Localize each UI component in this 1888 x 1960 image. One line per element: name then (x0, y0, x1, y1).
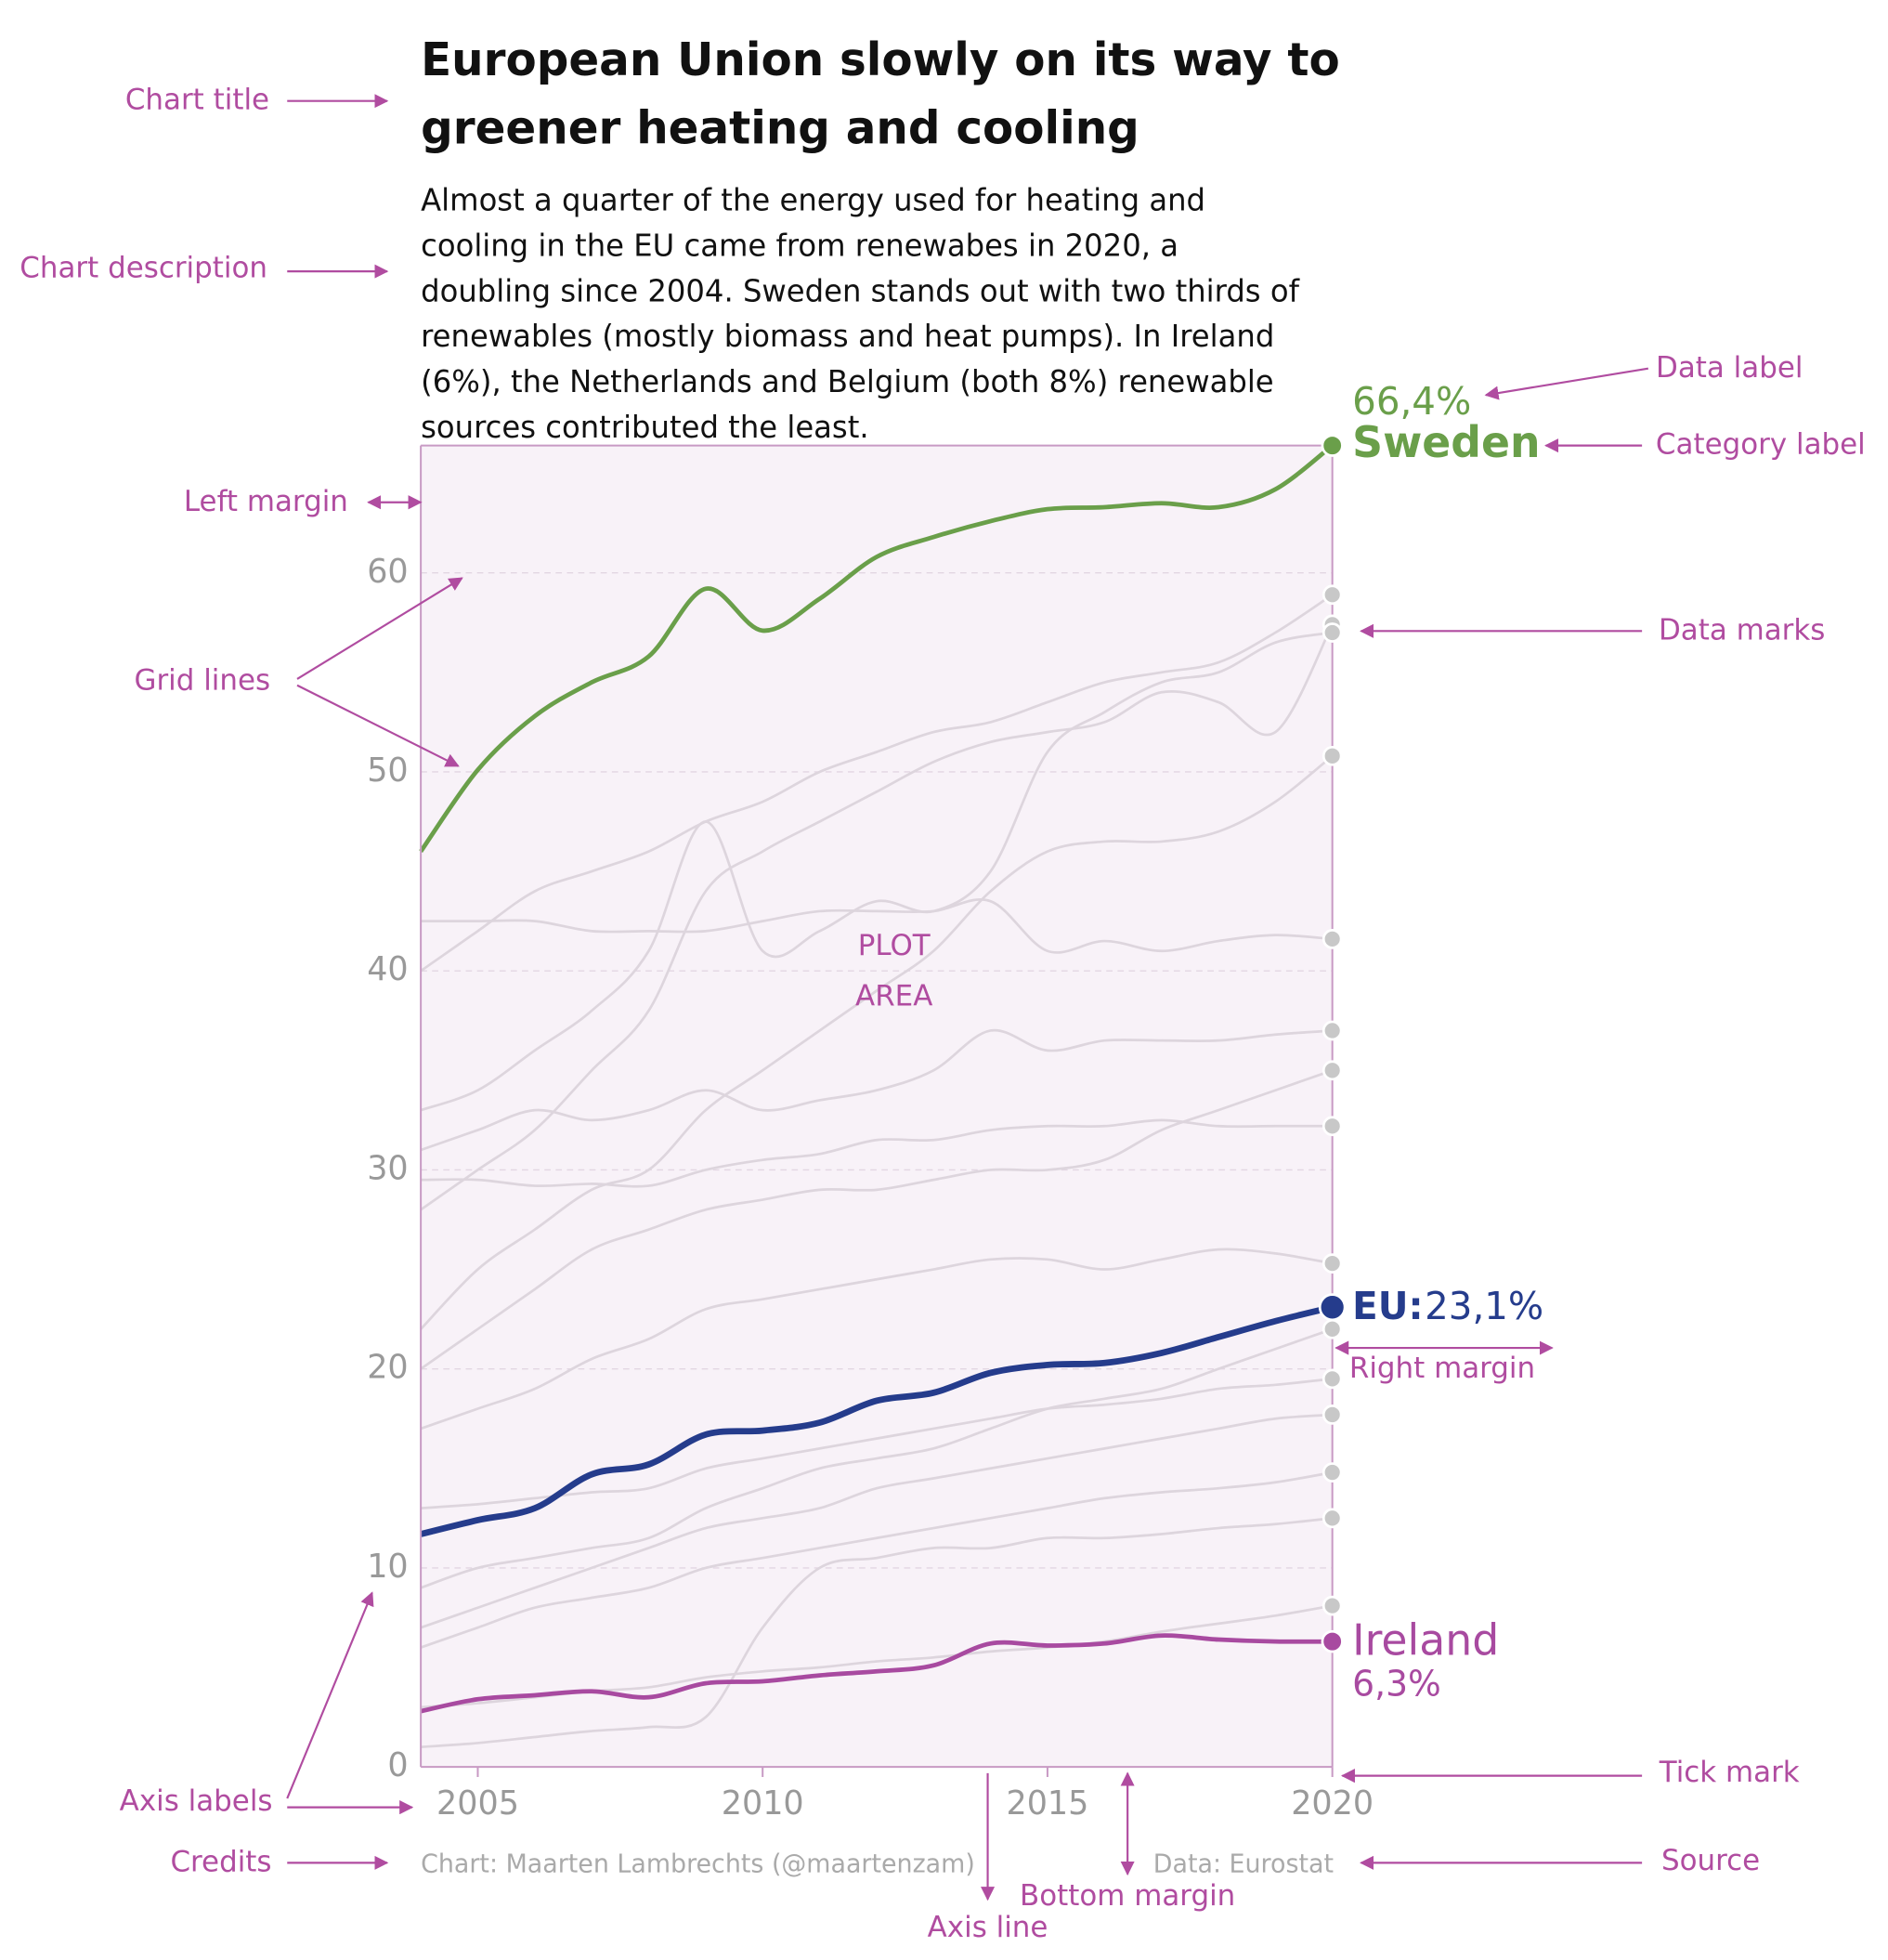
annotation-arrows (286, 94, 1649, 1901)
chart-description: (6%), the Netherlands and Belgium (both … (421, 364, 1274, 399)
series-line (421, 1516, 1333, 1749)
y-tick-label: 10 (367, 1548, 408, 1586)
y-tick-label: 50 (367, 751, 408, 790)
annotation: Source (1661, 1844, 1760, 1877)
y-tick-label: 0 (387, 1746, 408, 1784)
category-label: Ireland (1352, 1614, 1499, 1665)
end-point (1322, 1368, 1343, 1390)
annotation: Data marks (1659, 613, 1825, 647)
chart-description: renewables (mostly biomass and heat pump… (421, 319, 1274, 354)
chart-title: European Union slowly on its way to (421, 34, 1340, 86)
chart-title: greener heating and cooling (421, 102, 1139, 154)
end-point (1322, 1020, 1343, 1041)
category-label: Sweden (1352, 417, 1540, 467)
end-point (1318, 1293, 1347, 1322)
series-line (419, 443, 1335, 854)
data-label: 6,3% (1352, 1664, 1441, 1705)
chart-description: sources contributed the least. (421, 410, 869, 445)
annotation: Category label (1656, 428, 1866, 462)
series-line (420, 1633, 1333, 1714)
series-line (420, 1028, 1333, 1152)
chart-description: doubling since 2004. Sweden stands out w… (421, 273, 1300, 308)
series-line (420, 623, 1334, 1211)
source: Data: Eurostat (1153, 1850, 1334, 1879)
series-line (420, 1327, 1334, 1589)
x-tick-label: 2020 (1291, 1784, 1374, 1823)
series-line (421, 898, 1333, 954)
end-point (1322, 929, 1343, 949)
end-point (1322, 1462, 1343, 1483)
annotation: Chart description (20, 251, 267, 284)
end-point (1322, 1060, 1343, 1081)
end-point (1322, 1116, 1343, 1137)
end-point (1322, 1508, 1343, 1529)
annotation: Bottom margin (1020, 1879, 1235, 1913)
end-point (1322, 584, 1343, 606)
series-line (420, 754, 1334, 1330)
end-point (1321, 1629, 1344, 1653)
end-point (1322, 1253, 1343, 1274)
annotation: Data label (1656, 351, 1803, 385)
plot-area (421, 445, 1333, 1768)
series-line (420, 1470, 1333, 1649)
series-line (421, 1378, 1333, 1509)
credits: Chart: Maarten Lambrechts (@maartenzam) (421, 1850, 975, 1879)
annotation: Tick mark (1659, 1756, 1800, 1789)
annotation: AREA (855, 979, 932, 1013)
annotation: Grid lines (135, 664, 271, 698)
x-tick-label: 2010 (722, 1784, 804, 1823)
chart-description: cooling in the EU came from renewabes in… (421, 228, 1178, 263)
annotation: Right margin (1349, 1352, 1535, 1385)
series-line (420, 1303, 1334, 1537)
series-line (420, 1248, 1333, 1431)
y-tick-label: 20 (367, 1349, 408, 1387)
x-tick-label: 2015 (1006, 1784, 1088, 1823)
lines (419, 443, 1335, 1749)
annotation: Credits (170, 1845, 271, 1878)
y-tick-label: 60 (367, 553, 408, 591)
end-point (1321, 434, 1344, 457)
end-point (1322, 622, 1343, 643)
end-point (1322, 1318, 1343, 1339)
y-tick-label: 30 (367, 1149, 408, 1187)
chart-description: Almost a quarter of the energy used for … (421, 182, 1205, 217)
annotation: Left margin (184, 485, 348, 518)
series-line (420, 1413, 1333, 1629)
annotation: Chart title (125, 84, 269, 117)
y-tick-label: 40 (367, 950, 408, 988)
x-tick-label: 2005 (436, 1784, 519, 1823)
data-label: 66,4% (1352, 379, 1471, 424)
annotation: PLOT (858, 929, 931, 962)
series-line (421, 1118, 1333, 1188)
end-point (1322, 1595, 1343, 1616)
series-line (420, 594, 1334, 973)
category-label: EU: (1352, 1284, 1423, 1328)
annotation: Axis labels (120, 1784, 273, 1818)
end-point (1322, 745, 1343, 766)
series-line (420, 631, 1333, 1112)
annotation: Axis line (928, 1911, 1048, 1944)
data-label: 23,1% (1425, 1284, 1543, 1328)
end-point (1322, 1405, 1343, 1425)
